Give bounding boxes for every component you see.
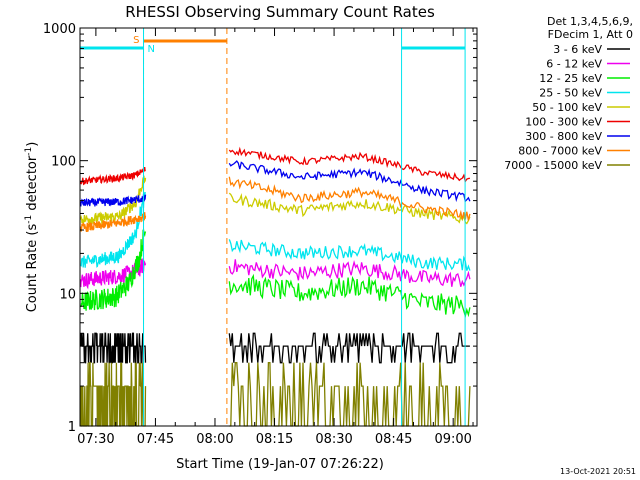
legend: Det 1,3,4,5,6,9, FDecim 1, Att 0 3 - 6 k… (504, 15, 633, 172)
flag-label-S: S (133, 35, 139, 46)
y-tick-label: 10 (59, 287, 76, 302)
series-trace-25-50keV (80, 191, 147, 268)
series-trace-25-50keV (228, 239, 471, 271)
series-trace-3-6keV (228, 332, 470, 364)
series-trace-7000-15000keV (80, 362, 147, 427)
chart-title: RHESSI Observing Summary Count Rates (125, 3, 435, 21)
legend-label: 300 - 800 keV (525, 130, 602, 143)
y-tick-label: 1000 (43, 22, 76, 37)
y-axis-label: Count Rate (s-1 detector-1) (24, 142, 40, 313)
footer-date: 13-Oct-2021 20:51 (560, 467, 636, 476)
legend-label: 50 - 100 keV (532, 101, 602, 114)
traces-layer (80, 146, 471, 427)
series-trace-800-7000keV (228, 176, 471, 221)
series-trace-100-300keV (80, 167, 146, 186)
y-tick-label: 100 (51, 155, 76, 170)
legend-label: 3 - 6 keV (553, 43, 602, 56)
legend-label: 100 - 300 keV (525, 116, 602, 129)
series-trace-50-100keV (80, 175, 147, 227)
x-tick-label: 07:30 (77, 432, 114, 447)
y-axis-label-part: detector (25, 155, 40, 215)
x-tick-label: 09:00 (434, 432, 471, 447)
x-tick-label: 08:45 (375, 432, 412, 447)
x-tick-label: 08:00 (196, 432, 233, 447)
series-trace-50-100keV (228, 192, 471, 225)
series-trace-300-800keV (80, 192, 147, 207)
x-tick-label: 07:45 (137, 432, 174, 447)
x-tick-label: 08:30 (315, 432, 352, 447)
legend-label: 7000 - 15000 keV (504, 159, 602, 172)
x-axis: 07:30 07:45 08:00 08:15 08:30 08:45 09:00 (77, 28, 474, 447)
series-trace-6-12keV (228, 259, 471, 287)
legend-header-line-2: FDecim 1, Att 0 (548, 28, 633, 41)
y-axis-label-part: Count Rate (s (25, 224, 40, 313)
flag-label-N: N (148, 44, 155, 55)
series-trace-7000-15000keV (229, 362, 471, 427)
legend-label: 12 - 25 keV (539, 72, 602, 85)
y-axis-label-part: ) (25, 142, 40, 147)
x-tick-label: 08:15 (256, 432, 293, 447)
x-axis-label: Start Time (19-Jan-07 07:26:22) (176, 457, 384, 472)
legend-label: 25 - 50 keV (539, 87, 602, 100)
y-axis-label-superscript: -1 (24, 147, 34, 156)
legend-label: 6 - 12 keV (546, 58, 602, 71)
y-tick-label: 1 (68, 420, 76, 435)
y-axis: 1 10 100 1000 (43, 22, 477, 435)
series-trace-3-6keV (80, 332, 147, 364)
series-trace-100-300keV (228, 146, 470, 184)
plot-frame (79, 27, 478, 427)
series-trace-12-25keV (80, 228, 147, 311)
series-trace-300-800keV (228, 160, 471, 203)
series-trace-12-25keV (228, 273, 471, 319)
series-trace-800-7000keV (80, 212, 147, 233)
y-axis-label-superscript: -1 (24, 215, 34, 224)
legend-label: 800 - 7000 keV (518, 145, 602, 158)
legend-header-line-1: Det 1,3,4,5,6,9, (547, 15, 633, 28)
